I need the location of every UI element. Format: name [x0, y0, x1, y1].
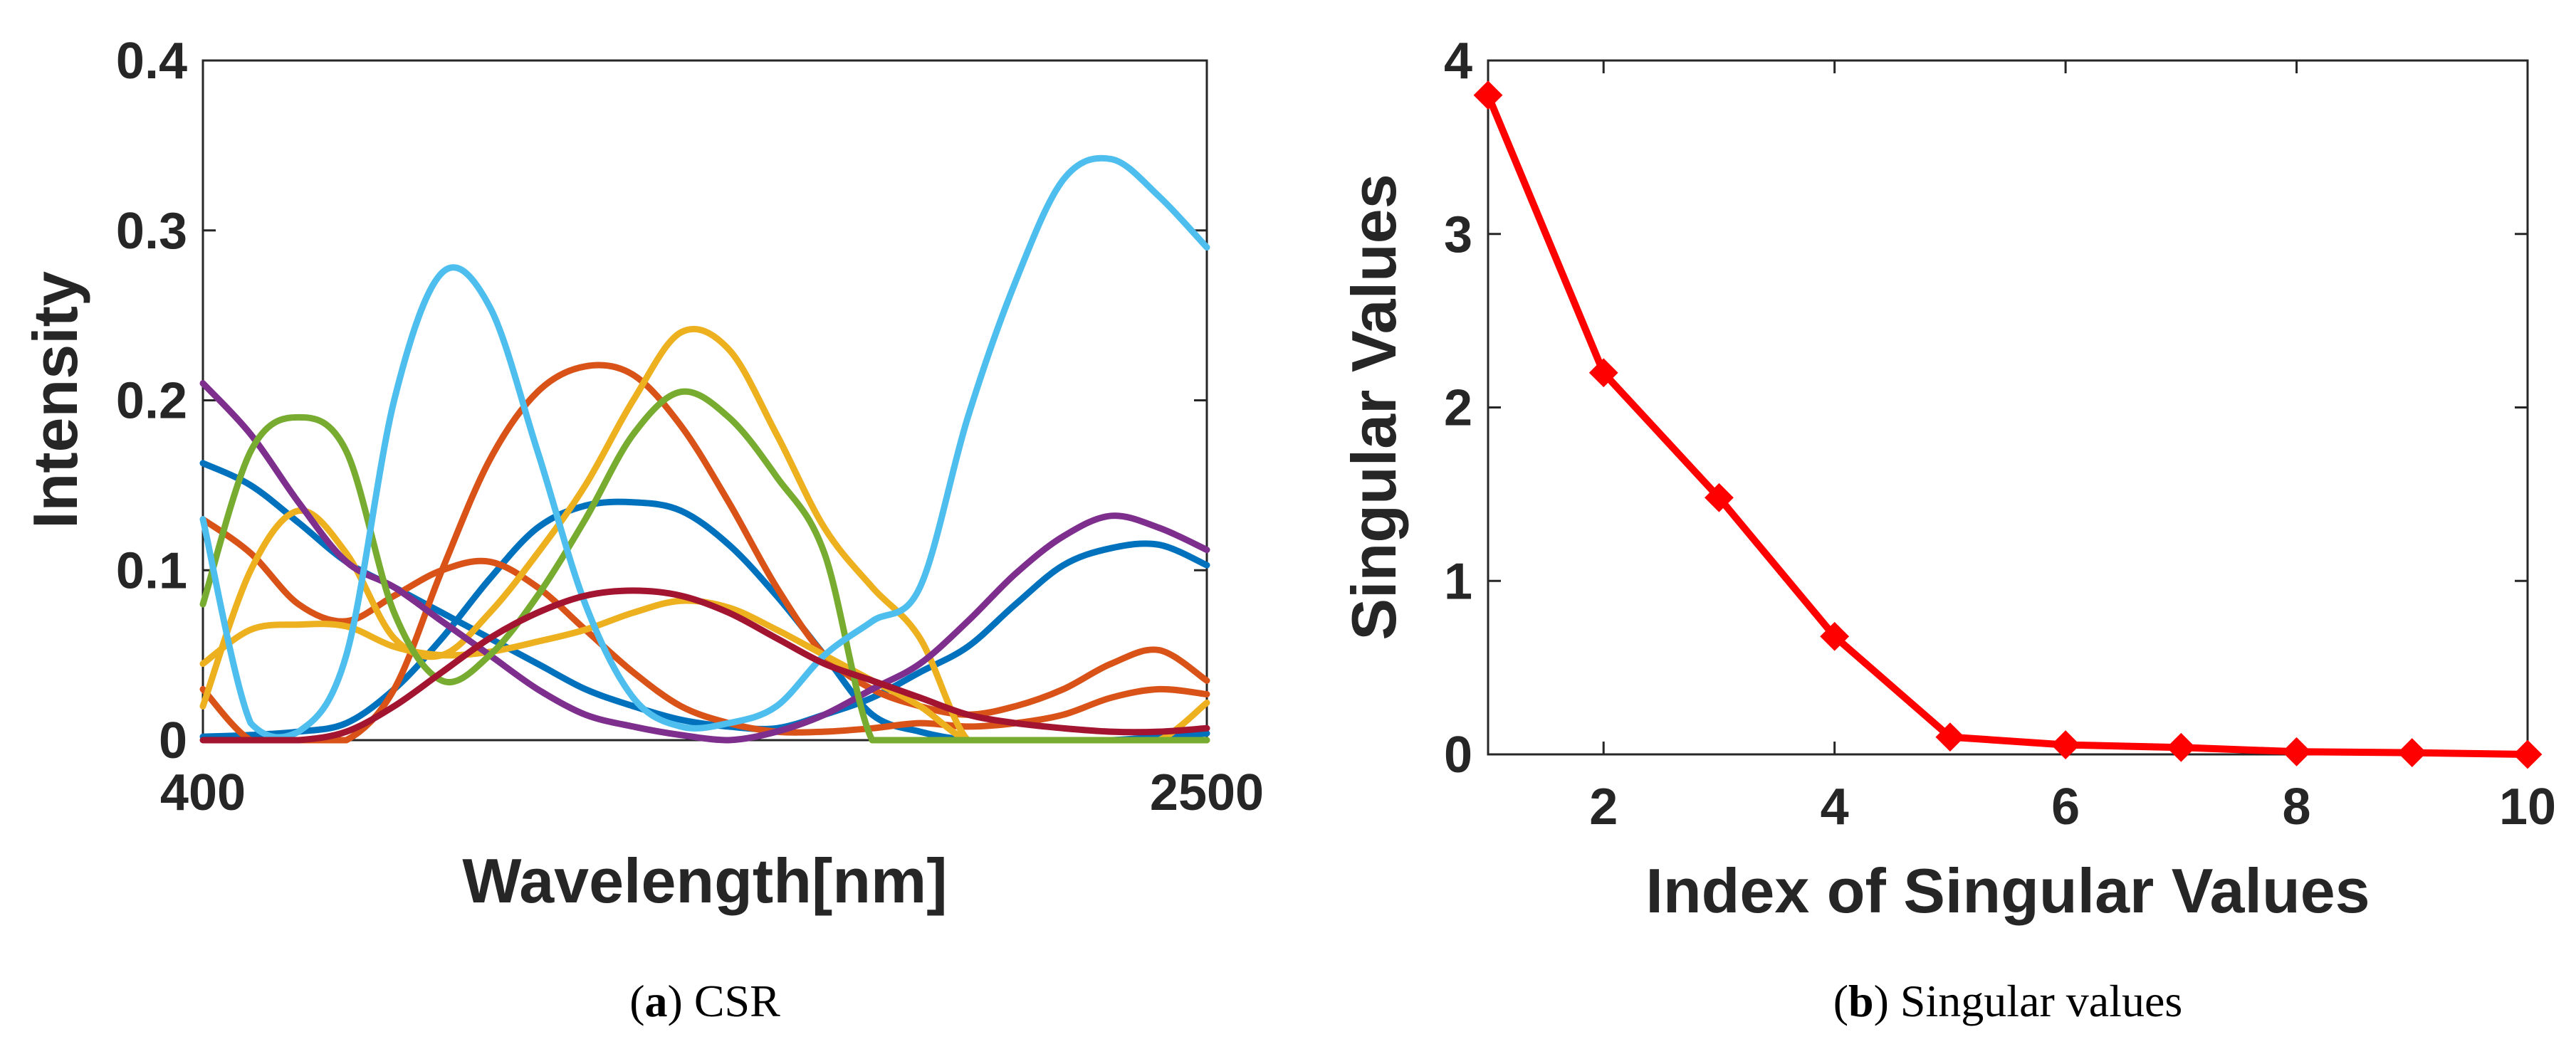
- y-tick-label: 2: [1444, 380, 1472, 437]
- data-point-marker: [1705, 483, 1734, 512]
- series-line-curve-10: [199, 587, 1210, 744]
- panel-a-y-axis-label: Intensity: [20, 271, 90, 529]
- panel-a-x-axis-label: Wavelength[nm]: [462, 845, 947, 916]
- data-point-marker: [1935, 722, 1965, 752]
- panel-b: 0 1 2 3 4 2 4 6 8 10 Index of Singular Values Sin…: [1339, 33, 2556, 1026]
- data-point-marker: [2282, 737, 2311, 766]
- data-point-marker: [2513, 739, 2543, 769]
- y-tick-label: 0.4: [116, 33, 187, 90]
- data-point-marker: [2051, 730, 2080, 760]
- x-tick-label: 10: [2499, 779, 2556, 836]
- panel-b-x-axis-label: Index of Singular Values: [1645, 855, 2370, 926]
- x-tick-label: 6: [2051, 779, 2080, 836]
- panel-a-tick-labels: 0 0.1 0.2 0.3 0.4 400 2500: [116, 33, 1264, 821]
- panel-a: 0 0.1 0.2 0.3 0.4 400 2500 Wavelength[nm] Inte…: [20, 33, 1264, 1026]
- y-tick-label: 1: [1444, 553, 1472, 610]
- panel-a-caption-text: CSR: [694, 976, 780, 1026]
- panel-b-y-axis-label: Singular Values: [1339, 174, 1409, 640]
- y-tick-label: 0: [159, 712, 187, 769]
- panel-a-caption: (a) CSR: [629, 976, 780, 1026]
- x-tick-label: 400: [160, 764, 246, 821]
- series-line-singular-values: [1485, 91, 2531, 758]
- data-point-marker: [1473, 80, 1503, 110]
- data-point-marker: [1588, 358, 1618, 388]
- series-line-curve-3: [199, 362, 1210, 744]
- series-line-curve-8: [199, 388, 1210, 744]
- y-tick-label: 0.1: [116, 542, 187, 599]
- panel-b-tick-labels: 0 1 2 3 4 2 4 6 8 10: [1444, 33, 2556, 836]
- panel-b-tick-layer: [1488, 59, 2529, 756]
- y-tick-label: 0: [1444, 727, 1472, 784]
- series-line-curve-9: [199, 154, 1210, 741]
- x-tick-label: 4: [1821, 779, 1849, 836]
- y-tick-label: 0.3: [116, 203, 187, 260]
- panel-b-caption: (b) Singular values: [1833, 976, 2183, 1026]
- panel-b-caption-text: Singular values: [1900, 976, 2182, 1026]
- data-point-marker: [2397, 738, 2427, 767]
- x-tick-label: 2: [1589, 779, 1618, 836]
- data-point-marker: [2166, 732, 2196, 762]
- series-line-curve-4: [199, 516, 1210, 736]
- panel-b-series-layer: [1473, 80, 2543, 769]
- x-tick-label: 8: [2283, 779, 2311, 836]
- y-tick-label: 4: [1444, 33, 1472, 90]
- panel-a-series-layer: [199, 154, 1210, 744]
- y-tick-label: 3: [1444, 206, 1472, 263]
- series-line-curve-7: [199, 380, 1210, 744]
- panel-b-caption-letter: b: [1848, 976, 1874, 1026]
- data-point-marker: [1820, 621, 1850, 651]
- panel-b-plot-frame: [1487, 59, 2529, 756]
- series-line-curve-5: [199, 325, 1210, 744]
- x-tick-label: 2500: [1150, 764, 1264, 821]
- panel-a-caption-letter: a: [645, 976, 668, 1026]
- y-tick-label: 0.2: [116, 373, 187, 430]
